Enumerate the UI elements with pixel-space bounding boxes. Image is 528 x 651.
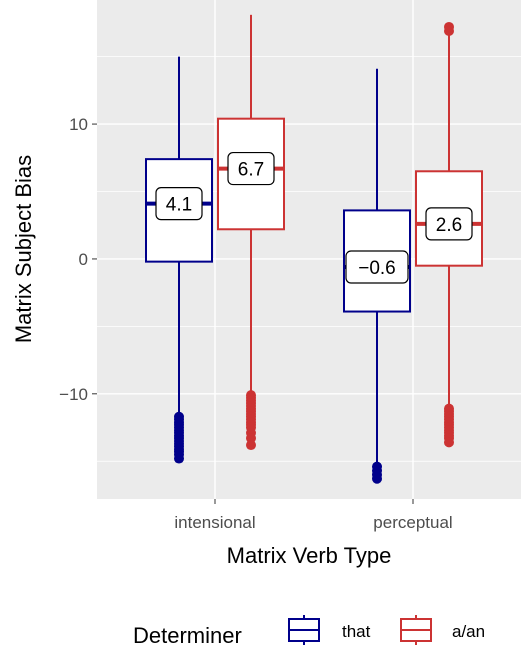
outlier-point xyxy=(246,440,256,451)
x-axis: intensional perceptual xyxy=(174,499,453,532)
y-axis: −10 0 10 xyxy=(59,115,97,404)
x-tick-label: perceptual xyxy=(373,513,452,532)
median-label-box xyxy=(227,151,275,186)
y-tick-label: 0 xyxy=(79,250,88,269)
outlier-point xyxy=(372,473,382,484)
median-label-perceptual: 2.6 xyxy=(425,207,473,241)
y-tick-label: 10 xyxy=(69,115,88,134)
legend-label: a/an xyxy=(452,622,485,641)
median-labels: 4.1 −0.6 6.7 2.6 xyxy=(155,151,473,284)
y-tick-label: −10 xyxy=(59,385,88,404)
median-label-text: 2.6 xyxy=(436,215,462,236)
median-label-box xyxy=(155,187,203,221)
x-axis-title: Matrix Verb Type xyxy=(227,543,392,568)
median-label-box xyxy=(345,250,409,284)
median-label-intensional: 4.1 xyxy=(155,187,203,221)
median-label-perceptual: −0.6 xyxy=(345,250,409,284)
outlier-point xyxy=(174,453,184,464)
median-label-text: 4.1 xyxy=(166,195,192,216)
outlier-point xyxy=(444,21,454,32)
median-label-box xyxy=(425,207,473,241)
median-label-text: −0.6 xyxy=(358,258,396,279)
outlier-point xyxy=(444,437,454,448)
x-tick-label: intensional xyxy=(174,513,255,532)
median-label-intensional: 6.7 xyxy=(227,151,275,186)
legend-key-that xyxy=(288,615,320,645)
median-label-text: 6.7 xyxy=(238,160,264,181)
legend: Determiner that a/an xyxy=(133,615,485,648)
legend-key-aan xyxy=(400,615,432,645)
legend-title: Determiner xyxy=(133,623,242,648)
legend-label: that xyxy=(342,622,371,641)
y-axis-title: Matrix Subject Bias xyxy=(11,155,36,343)
